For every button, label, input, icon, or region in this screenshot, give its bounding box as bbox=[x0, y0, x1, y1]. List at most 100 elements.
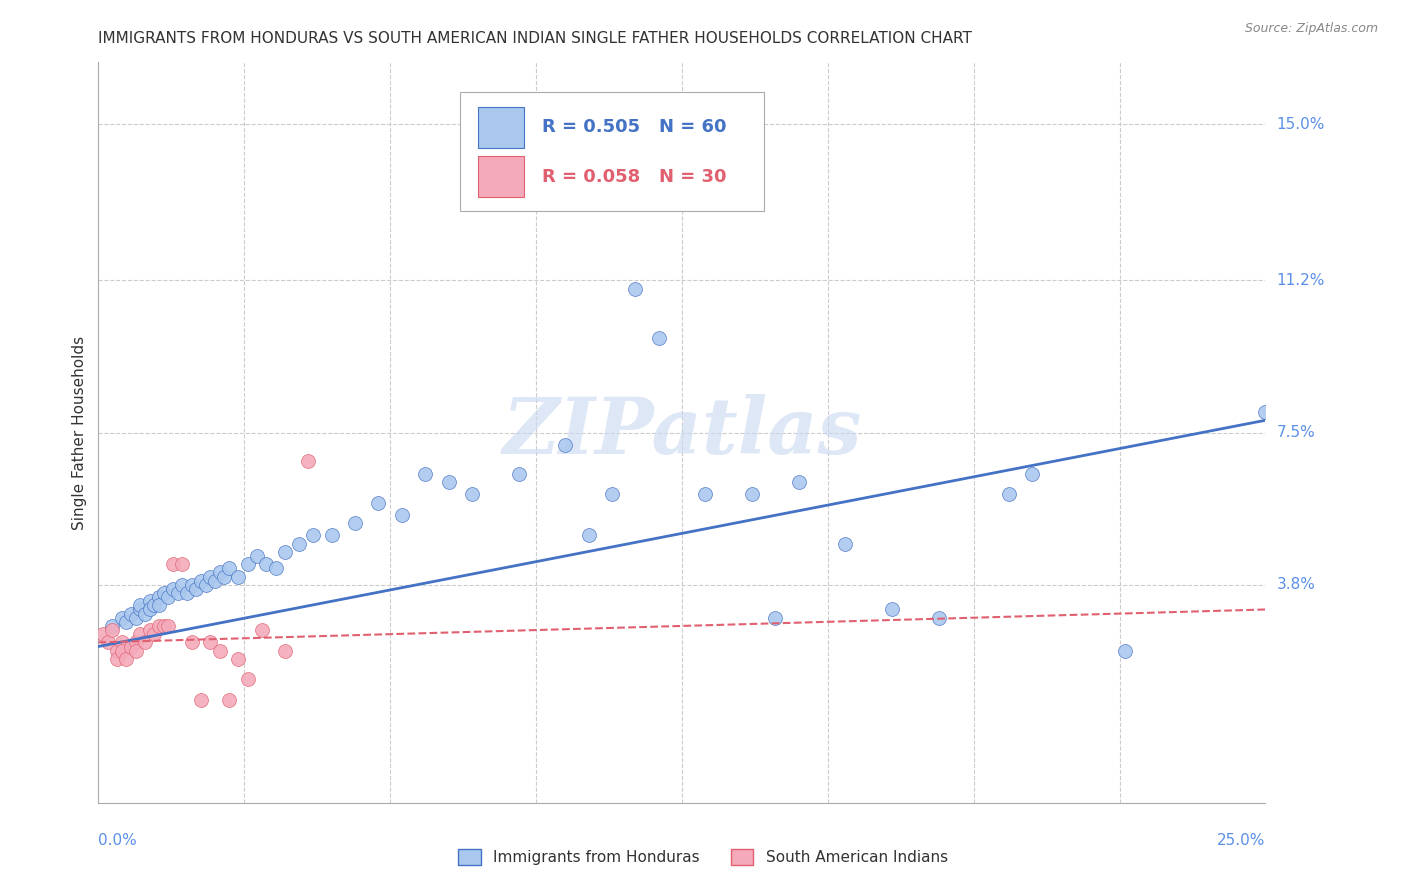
Point bbox=[134, 635, 156, 649]
Point bbox=[246, 549, 269, 563]
Point bbox=[200, 569, 222, 583]
FancyBboxPatch shape bbox=[478, 156, 524, 197]
FancyBboxPatch shape bbox=[478, 107, 524, 147]
Point bbox=[143, 627, 166, 641]
Point bbox=[413, 467, 436, 481]
Point bbox=[125, 643, 148, 657]
Text: IMMIGRANTS FROM HONDURAS VS SOUTH AMERICAN INDIAN SINGLE FATHER HOUSEHOLDS CORRE: IMMIGRANTS FROM HONDURAS VS SOUTH AMERIC… bbox=[98, 31, 973, 46]
Text: 25.0%: 25.0% bbox=[1218, 833, 1265, 848]
Point bbox=[437, 475, 460, 489]
Point bbox=[129, 627, 152, 641]
Point bbox=[105, 643, 128, 657]
Point bbox=[157, 590, 180, 604]
Point bbox=[180, 635, 202, 649]
Point bbox=[208, 643, 231, 657]
Point bbox=[236, 558, 259, 572]
Text: R = 0.058: R = 0.058 bbox=[541, 168, 640, 186]
Point bbox=[256, 558, 278, 572]
Point bbox=[143, 599, 166, 613]
Point bbox=[152, 619, 174, 633]
Point bbox=[125, 635, 148, 649]
Point bbox=[236, 673, 259, 687]
Text: N = 30: N = 30 bbox=[658, 168, 725, 186]
Text: Source: ZipAtlas.com: Source: ZipAtlas.com bbox=[1244, 22, 1378, 36]
Point bbox=[180, 578, 202, 592]
Point bbox=[176, 586, 198, 600]
Point bbox=[391, 508, 413, 522]
Point bbox=[288, 536, 311, 550]
Point bbox=[111, 635, 134, 649]
Point bbox=[101, 619, 124, 633]
Point bbox=[554, 438, 576, 452]
Point bbox=[91, 627, 114, 641]
Point bbox=[647, 331, 669, 345]
Point bbox=[228, 569, 250, 583]
Point bbox=[624, 282, 647, 296]
Point bbox=[139, 602, 162, 616]
Point bbox=[1021, 467, 1043, 481]
Text: ZIPatlas: ZIPatlas bbox=[502, 394, 862, 471]
Text: 3.8%: 3.8% bbox=[1277, 577, 1316, 592]
Point bbox=[367, 495, 389, 509]
Point bbox=[997, 487, 1019, 501]
Legend: Immigrants from Honduras, South American Indians: Immigrants from Honduras, South American… bbox=[453, 843, 953, 871]
Point bbox=[208, 566, 231, 580]
Point bbox=[1114, 643, 1136, 657]
Point bbox=[204, 574, 226, 588]
Point bbox=[134, 607, 156, 621]
Point bbox=[218, 693, 240, 707]
Point bbox=[111, 611, 134, 625]
Point bbox=[97, 635, 120, 649]
Point bbox=[321, 528, 343, 542]
Point bbox=[344, 516, 367, 530]
Point bbox=[139, 623, 162, 637]
Point bbox=[250, 623, 273, 637]
Point bbox=[194, 578, 217, 592]
Point bbox=[152, 586, 174, 600]
Point bbox=[148, 619, 170, 633]
Point bbox=[186, 582, 208, 596]
Point bbox=[695, 487, 717, 501]
Point bbox=[834, 536, 856, 550]
Text: 11.2%: 11.2% bbox=[1277, 273, 1324, 288]
Point bbox=[928, 611, 950, 625]
Point bbox=[578, 528, 600, 542]
Point bbox=[125, 611, 148, 625]
Point bbox=[166, 586, 188, 600]
Point bbox=[461, 487, 484, 501]
Text: 15.0%: 15.0% bbox=[1277, 117, 1324, 132]
Point bbox=[741, 487, 763, 501]
Point bbox=[1254, 405, 1277, 419]
Point bbox=[763, 611, 786, 625]
Point bbox=[129, 599, 152, 613]
Point bbox=[508, 467, 530, 481]
Point bbox=[264, 561, 287, 575]
Point bbox=[228, 652, 250, 666]
Point bbox=[115, 615, 138, 629]
Point bbox=[274, 643, 297, 657]
Point bbox=[214, 569, 236, 583]
Text: 7.5%: 7.5% bbox=[1277, 425, 1315, 440]
Point bbox=[120, 640, 142, 654]
Text: R = 0.505: R = 0.505 bbox=[541, 119, 640, 136]
Point bbox=[157, 619, 180, 633]
Point bbox=[218, 561, 240, 575]
Point bbox=[162, 558, 184, 572]
Point bbox=[274, 545, 297, 559]
Point bbox=[162, 582, 184, 596]
Point bbox=[172, 558, 194, 572]
Point bbox=[111, 643, 134, 657]
Text: N = 60: N = 60 bbox=[658, 119, 725, 136]
Point bbox=[190, 693, 212, 707]
Point bbox=[148, 599, 170, 613]
Text: 0.0%: 0.0% bbox=[98, 833, 138, 848]
Y-axis label: Single Father Households: Single Father Households bbox=[72, 335, 87, 530]
Point bbox=[115, 652, 138, 666]
Point bbox=[172, 578, 194, 592]
Point bbox=[190, 574, 212, 588]
Point bbox=[302, 528, 325, 542]
Point bbox=[120, 607, 142, 621]
Point bbox=[880, 602, 903, 616]
Point bbox=[200, 635, 222, 649]
FancyBboxPatch shape bbox=[460, 92, 763, 211]
